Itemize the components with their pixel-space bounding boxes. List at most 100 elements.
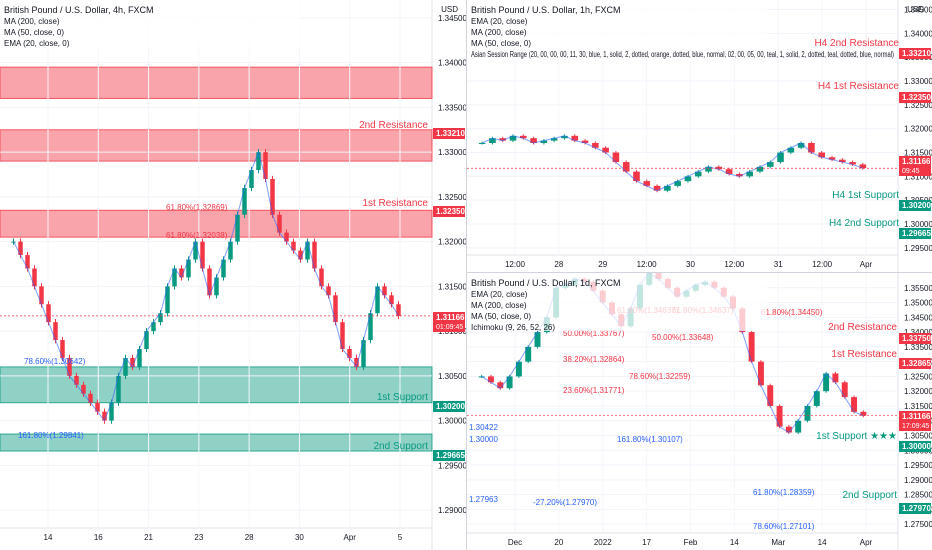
chart-4h-svg[interactable]: 1.34500 1.34000 1.33500 1.33000 1.32500 1.320… — [0, 0, 466, 550]
fib-label: 23.60%(1.31771) — [563, 386, 625, 395]
indicator-label: MA (50, close, 0) — [471, 39, 531, 48]
candle-body — [354, 357, 359, 367]
candle-body — [592, 142, 599, 148]
candle-body — [561, 135, 568, 139]
candle-body — [795, 420, 802, 433]
candle-body — [705, 166, 712, 172]
candle-body — [797, 142, 805, 148]
candle-body — [312, 241, 317, 269]
x-tick-label: 30 — [686, 260, 695, 269]
price-badge — [899, 200, 931, 211]
candle-body — [389, 295, 394, 305]
candle-body — [756, 166, 764, 172]
price-badge-value: 1.32865 — [902, 359, 931, 368]
chart-1d-panel[interactable]: 1.355001.350001.345001.340001.335001.330… — [467, 273, 932, 550]
y-tick-label: 1.28500 — [904, 491, 932, 500]
candle-body — [515, 361, 522, 377]
candle-body — [102, 411, 107, 421]
y-tick-label: 1.32000 — [438, 238, 466, 247]
candle-body — [340, 322, 345, 350]
legend-bg — [467, 0, 767, 58]
candle-body — [757, 361, 764, 386]
x-tick-label: 31 — [774, 260, 783, 269]
candle-body — [291, 241, 296, 251]
price-badge — [899, 411, 931, 431]
candle-body — [813, 391, 820, 406]
candle-body — [130, 357, 135, 367]
candle-body — [571, 135, 579, 141]
candle-body — [165, 286, 170, 314]
price-badge-countdown: 01:09:45 — [436, 324, 463, 331]
candle-body — [39, 286, 44, 305]
chart-title: British Pound / U.S. Dollar, 1h, FXCM — [471, 5, 621, 15]
price-badge-value: 1.31166 — [902, 412, 931, 421]
candle-body — [530, 138, 537, 143]
chart-1h-panel[interactable]: 1.345001.340001.335001.330001.325001.320… — [467, 0, 932, 272]
y-tick-label: 1.30000 — [438, 417, 466, 426]
candle-body — [305, 241, 310, 260]
indicator-label: MA (50, close, 0) — [4, 28, 64, 37]
candle-body — [375, 286, 380, 314]
candle-body — [823, 373, 830, 392]
zone-band — [0, 209, 433, 238]
x-tick-label: 12:00 — [637, 260, 658, 269]
chart-1d-svg[interactable]: 1.355001.350001.345001.340001.335001.330… — [467, 273, 932, 550]
price-badge — [433, 206, 465, 217]
y-tick-label: 1.35000 — [904, 299, 932, 308]
candle-body — [242, 187, 247, 215]
y-tick-label: 1.34500 — [904, 313, 932, 322]
price-badge-countdown: 09:45 — [902, 168, 920, 175]
fib-label: 61.80%(1.34450) — [761, 308, 823, 317]
y-tick-label: 1.29500 — [904, 244, 932, 253]
fib-label: 61.80%(1.28359) — [753, 488, 815, 497]
chart-4h-panel[interactable]: 1.34500 1.34000 1.33500 1.33000 1.32500 1.320… — [0, 0, 466, 550]
price-badge — [899, 228, 931, 239]
y-tick-label: 1.32500 — [438, 193, 466, 202]
price-badge — [899, 358, 931, 369]
y-tick-label: 1.33000 — [904, 77, 932, 86]
zone-label: 2nd Support — [374, 441, 429, 452]
ma-line — [481, 135, 864, 192]
price-badge-value: 1.32350 — [902, 93, 931, 102]
candle-body — [633, 171, 640, 182]
candle-body — [540, 140, 548, 143]
x-tick-label: 28 — [554, 260, 563, 269]
price-badge-value: 1.30200 — [436, 402, 465, 411]
price-badge — [899, 92, 931, 103]
candle-body — [361, 340, 366, 367]
x-tick-label: 2022 — [594, 538, 612, 547]
chart-title: British Pound / U.S. Dollar, 1d, FXCM — [471, 278, 621, 288]
candle-body — [643, 181, 651, 186]
candle-body — [684, 176, 692, 182]
candle-body — [319, 268, 324, 287]
chart-1h-svg[interactable]: 1.345001.340001.335001.330001.325001.320… — [467, 0, 932, 272]
candle-body — [736, 173, 743, 177]
fib-label: 61.80%(1.32038) — [166, 231, 228, 240]
candle-body — [525, 346, 532, 362]
indicator-label: MA (200, close) — [4, 17, 60, 26]
candle-body — [766, 162, 774, 167]
candle-body — [804, 405, 811, 421]
x-tick-label: Mar — [771, 538, 785, 547]
indicator-label: EMA (20, close) — [471, 290, 528, 299]
y-tick-label: 1.31500 — [438, 282, 466, 291]
candle-body — [53, 322, 58, 341]
x-tick-label: 12:00 — [505, 260, 526, 269]
indicator-label: Asian Session Range (20, 00, 00, 00, 11,… — [471, 50, 894, 59]
x-tick-label: 17 — [642, 538, 651, 547]
fib-label: 61.80%(1.32869) — [166, 203, 228, 212]
fib-label: 50.00%(1.33767) — [563, 329, 625, 338]
fib-label: 38.20%(1.32864) — [563, 355, 625, 364]
y-tick-label: 1.33000 — [438, 148, 466, 157]
panel-divider-vertical[interactable] — [466, 0, 467, 550]
candle-body — [851, 397, 858, 412]
candle-body — [249, 170, 254, 188]
panel-divider-horizontal[interactable] — [467, 272, 932, 273]
zone-band — [0, 129, 433, 162]
y-tick-label: 1.33500 — [904, 343, 932, 352]
y-tick-label: 1.34000 — [904, 328, 932, 337]
candle-body — [18, 241, 23, 256]
price-badge — [899, 333, 931, 344]
candle-body — [95, 402, 100, 412]
candle-body — [499, 138, 507, 141]
